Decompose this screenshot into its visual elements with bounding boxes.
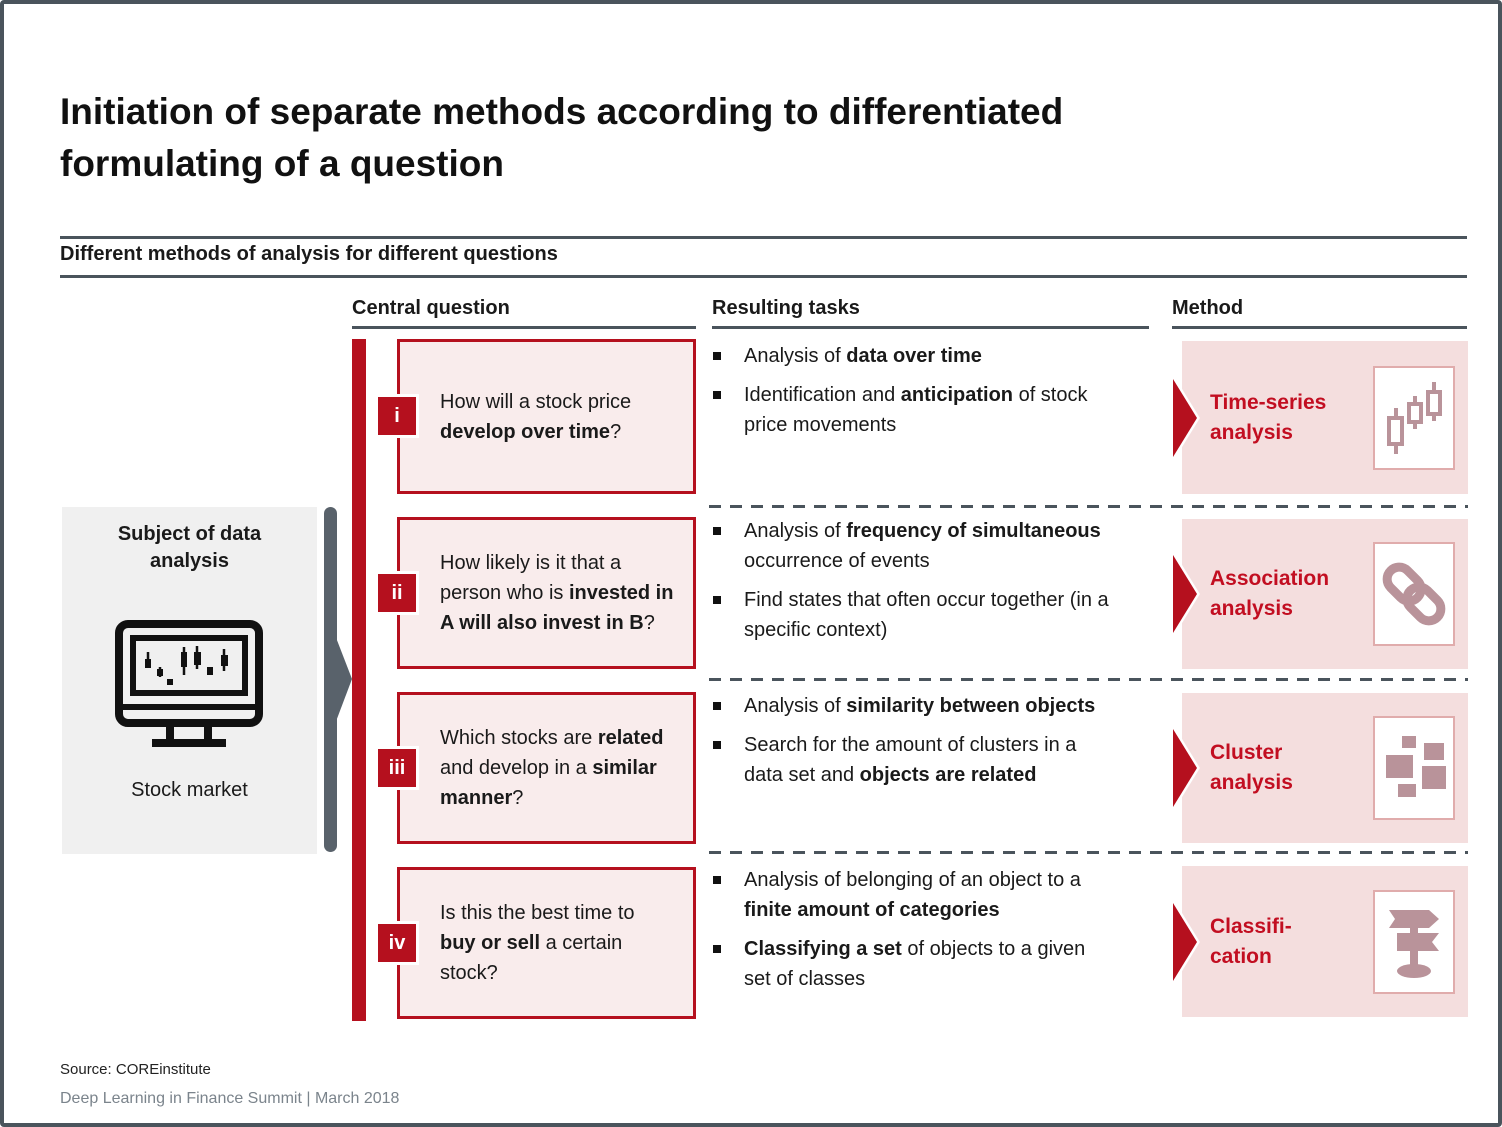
title-line-1: Initiation of separate methods according… bbox=[60, 91, 1064, 132]
row-separator bbox=[709, 851, 1468, 854]
cluster-squares-icon bbox=[1373, 716, 1455, 820]
subject-of-data-analysis-box: Subject of data analysis bbox=[62, 507, 317, 854]
chain-link-icon bbox=[1373, 542, 1455, 646]
task-item: Search for the amount of clusters in a d… bbox=[710, 730, 1112, 790]
task-list-iv: Analysis of belonging of an object to a … bbox=[710, 865, 1112, 1003]
method-label: Time-series analysis bbox=[1210, 390, 1327, 444]
method-chevron-icon bbox=[1172, 897, 1200, 987]
task-item: Classifying a set of objects to a given … bbox=[710, 934, 1112, 994]
task-list-i: Analysis of data over time Identificatio… bbox=[710, 341, 1112, 449]
column-header-central-question: Central question bbox=[352, 297, 510, 319]
row-separator bbox=[709, 505, 1468, 508]
question-box-ii: How likely is it that a person who is in… bbox=[397, 517, 696, 669]
section-rule-top bbox=[60, 236, 1467, 239]
task-item: Analysis of frequency of simultaneous oc… bbox=[710, 516, 1112, 576]
question-box-iv: Is this the best time to buy or sell a c… bbox=[397, 867, 696, 1019]
method-chevron-icon bbox=[1172, 373, 1200, 463]
method-label: Association analysis bbox=[1210, 567, 1330, 620]
question-box-iii: Which stocks are related and develop in … bbox=[397, 692, 696, 844]
method-box-time-series: Time-series analysis bbox=[1172, 341, 1468, 494]
method-chevron-icon bbox=[1172, 549, 1200, 639]
signpost-icon bbox=[1373, 889, 1455, 994]
question-text-ii: How likely is it that a person who is in… bbox=[440, 552, 674, 634]
central-question-red-bar bbox=[352, 339, 366, 1021]
section-header: Different methods of analysis for differ… bbox=[60, 243, 558, 265]
numeral-badge-i: i bbox=[375, 394, 419, 438]
method-chevron-icon bbox=[1172, 723, 1200, 813]
flow-arrow-icon bbox=[324, 507, 354, 857]
method-label: Classifi-cation bbox=[1210, 914, 1292, 968]
numeral-badge-iii: iii bbox=[375, 746, 419, 790]
method-box-association: Association analysis bbox=[1172, 519, 1468, 669]
candlestick-chart-icon bbox=[1373, 365, 1455, 470]
subject-title: Subject of data analysis bbox=[117, 523, 262, 572]
question-text-iv: Is this the best time to buy or sell a c… bbox=[440, 902, 635, 984]
task-item: Identification and anticipation of stock… bbox=[710, 380, 1112, 440]
task-item: Analysis of similarity between objects bbox=[710, 691, 1112, 721]
numeral-badge-iv: iv bbox=[375, 921, 419, 965]
numeral-badge-ii: ii bbox=[375, 571, 419, 615]
method-label: Cluster analysis bbox=[1210, 741, 1293, 794]
row-separator bbox=[709, 678, 1468, 681]
title-line-2: formulating of a question bbox=[60, 143, 504, 184]
question-box-i: How will a stock price develop over time… bbox=[397, 339, 696, 494]
question-text-i: How will a stock price develop over time… bbox=[440, 390, 632, 443]
column-header-resulting-tasks: Resulting tasks bbox=[712, 297, 860, 319]
method-box-classification: Classifi-cation bbox=[1172, 866, 1468, 1017]
central-question-underline bbox=[352, 326, 696, 329]
footer-event: Deep Learning in Finance Summit | March … bbox=[60, 1090, 400, 1107]
method-box-cluster: Cluster analysis bbox=[1172, 693, 1468, 843]
method-underline bbox=[1172, 326, 1467, 329]
task-item: Analysis of data over time bbox=[710, 341, 1112, 371]
column-header-method: Method bbox=[1172, 297, 1244, 319]
section-rule-bottom bbox=[60, 275, 1467, 278]
task-list-iii: Analysis of similarity between objects S… bbox=[710, 691, 1112, 799]
footer-source: Source: COREinstitute bbox=[60, 1061, 211, 1078]
task-item: Analysis of belonging of an object to a … bbox=[710, 865, 1112, 925]
subject-caption: Stock market bbox=[131, 779, 248, 801]
stock-market-monitor-icon bbox=[114, 619, 264, 758]
resulting-tasks-underline bbox=[712, 326, 1149, 329]
task-item: Find states that often occur together (i… bbox=[710, 585, 1112, 645]
task-list-ii: Analysis of frequency of simultaneous oc… bbox=[710, 516, 1112, 654]
page-title: Initiation of separate methods according… bbox=[60, 86, 1063, 190]
question-text-iii: Which stocks are related and develop in … bbox=[440, 727, 664, 809]
